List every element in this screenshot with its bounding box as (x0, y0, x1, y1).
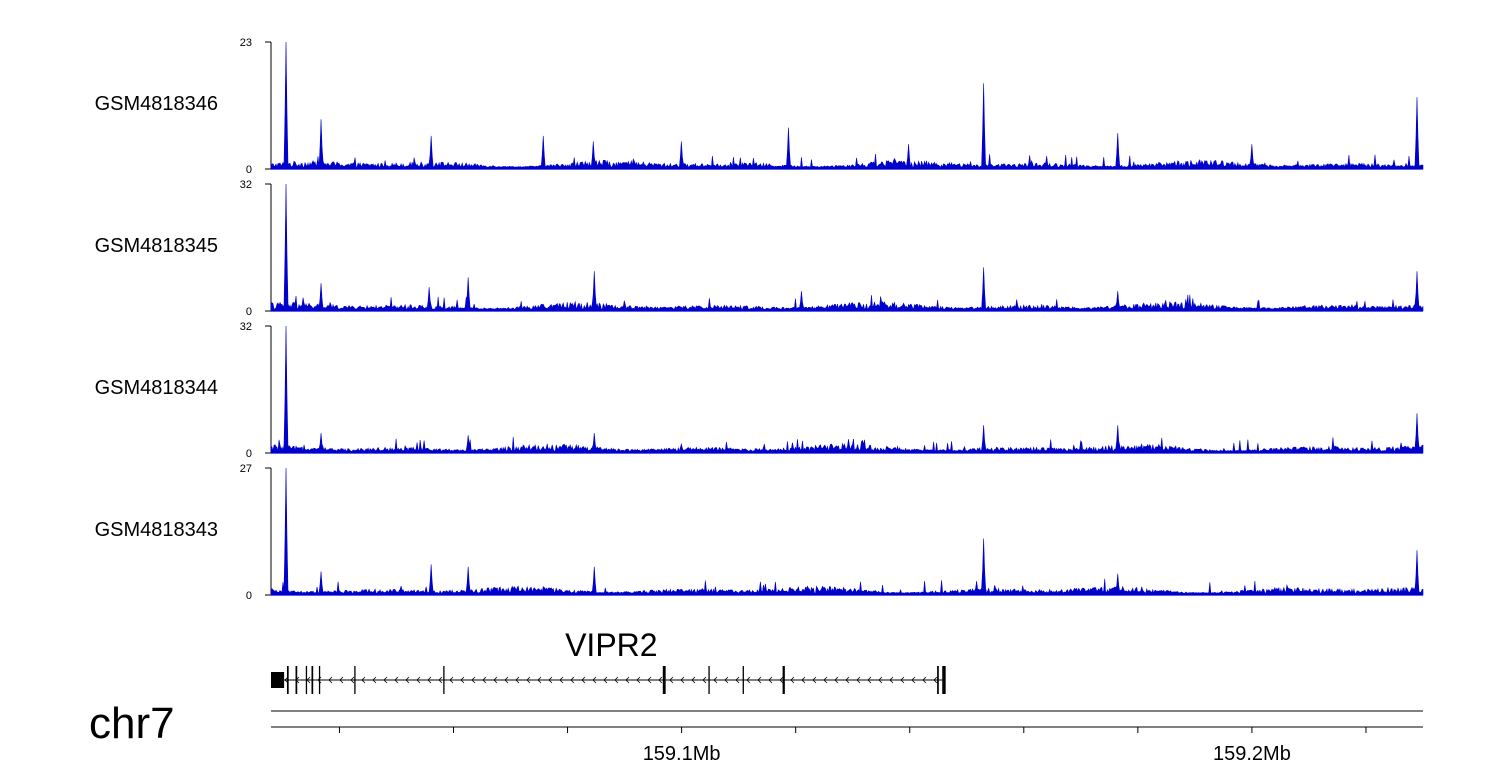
y-max-label: 27 (240, 463, 252, 475)
coverage-area (270, 467, 1424, 596)
strand-arrow (625, 676, 630, 684)
x-tick-label: 159.2Mb (1213, 743, 1291, 765)
track-GSM4818343: GSM4818343 27 0 (95, 463, 1424, 602)
strand-arrow (933, 676, 938, 684)
strand-arrow (834, 676, 839, 684)
strand-arrow (592, 676, 597, 684)
exon (782, 666, 785, 694)
strand-arrow (889, 676, 894, 684)
strand-arrow (691, 676, 696, 684)
exon (295, 666, 298, 694)
strand-arrow (416, 676, 421, 684)
strand-arrow (460, 676, 465, 684)
exon (305, 666, 308, 694)
exon (937, 666, 939, 694)
strand-arrow (581, 676, 586, 684)
strand-arrow (669, 676, 674, 684)
exon (662, 666, 666, 694)
strand-arrow (922, 676, 927, 684)
strand-arrow (372, 676, 377, 684)
coverage-tracks: GSM4818346230GSM4818345320GSM4818344320G… (95, 37, 1424, 602)
strand-arrow (790, 676, 795, 684)
track-label: GSM4818345 (95, 235, 218, 257)
strand-arrow (614, 676, 619, 684)
strand-arrow (911, 676, 916, 684)
strand-arrow (900, 676, 905, 684)
strand-arrow (493, 676, 498, 684)
strand-arrow (856, 676, 861, 684)
chromosome-label: chr7 (89, 699, 175, 748)
strand-arrow (647, 676, 652, 684)
strand-arrow (394, 676, 399, 684)
strand-arrow (757, 676, 762, 684)
y-max-label: 23 (240, 37, 252, 49)
strand-arrow (405, 676, 410, 684)
strand-arrow (559, 676, 564, 684)
y-min-label: 0 (246, 590, 252, 602)
exon (311, 666, 314, 694)
strand-arrow (636, 676, 641, 684)
strand-arrow (350, 676, 355, 684)
strand-arrow (603, 676, 608, 684)
strand-arrow (515, 676, 520, 684)
gene-name-label: VIPR2 (565, 627, 657, 663)
gene-VIPR2: VIPR2 (271, 627, 946, 694)
genomic-axis: 159.1Mb 159.2Mb (271, 710, 1423, 765)
strand-arrow (339, 676, 344, 684)
strand-arrow (867, 676, 872, 684)
strand-arrow (878, 676, 883, 684)
strand-arrow (702, 676, 707, 684)
coverage-area (270, 325, 1424, 454)
strand-arrow (724, 676, 729, 684)
y-max-label: 32 (240, 179, 252, 191)
strand-arrow (570, 676, 575, 684)
exon (318, 666, 321, 694)
strand-arrow (328, 676, 333, 684)
coverage-area (270, 183, 1424, 312)
strand-arrow (383, 676, 388, 684)
coverage-area (270, 41, 1424, 170)
strand-arrow (746, 676, 751, 684)
strand-arrow (548, 676, 553, 684)
y-min-label: 0 (246, 306, 252, 318)
track-label: GSM4818343 (95, 519, 218, 541)
strand-arrow (812, 676, 817, 684)
strand-arrow (735, 676, 740, 684)
exon (708, 666, 710, 694)
strand-arrow (482, 676, 487, 684)
strand-arrow (427, 676, 432, 684)
strand-arrow (680, 676, 685, 684)
exon (271, 672, 285, 688)
x-tick-label: 159.1Mb (643, 743, 721, 765)
strand-arrow (537, 676, 542, 684)
exon (354, 666, 356, 694)
track-label: GSM4818344 (95, 377, 218, 399)
strand-arrow (823, 676, 828, 684)
strand-arrow (361, 676, 366, 684)
exon (742, 666, 744, 694)
strand-arrow (471, 676, 476, 684)
y-min-label: 0 (246, 448, 252, 460)
strand-arrow (658, 676, 663, 684)
strand-arrow (438, 676, 443, 684)
exon (286, 666, 289, 694)
strand-arrow (504, 676, 509, 684)
track-GSM4818346: GSM4818346 23 0 (95, 37, 1424, 176)
strand-arrow (801, 676, 806, 684)
strand-arrow (526, 676, 531, 684)
y-min-label: 0 (246, 164, 252, 176)
strand-arrow (449, 676, 454, 684)
exon (443, 666, 445, 694)
y-max-label: 32 (240, 321, 252, 333)
track-label: GSM4818346 (95, 93, 218, 115)
strand-arrow (713, 676, 718, 684)
exon (942, 666, 946, 694)
strand-arrow (845, 676, 850, 684)
track-GSM4818345: GSM4818345 32 0 (95, 179, 1424, 318)
strand-arrow (768, 676, 773, 684)
track-GSM4818344: GSM4818344 32 0 (95, 321, 1424, 460)
strand-arrow (779, 676, 784, 684)
gene-track: VIPR2 (271, 627, 946, 694)
